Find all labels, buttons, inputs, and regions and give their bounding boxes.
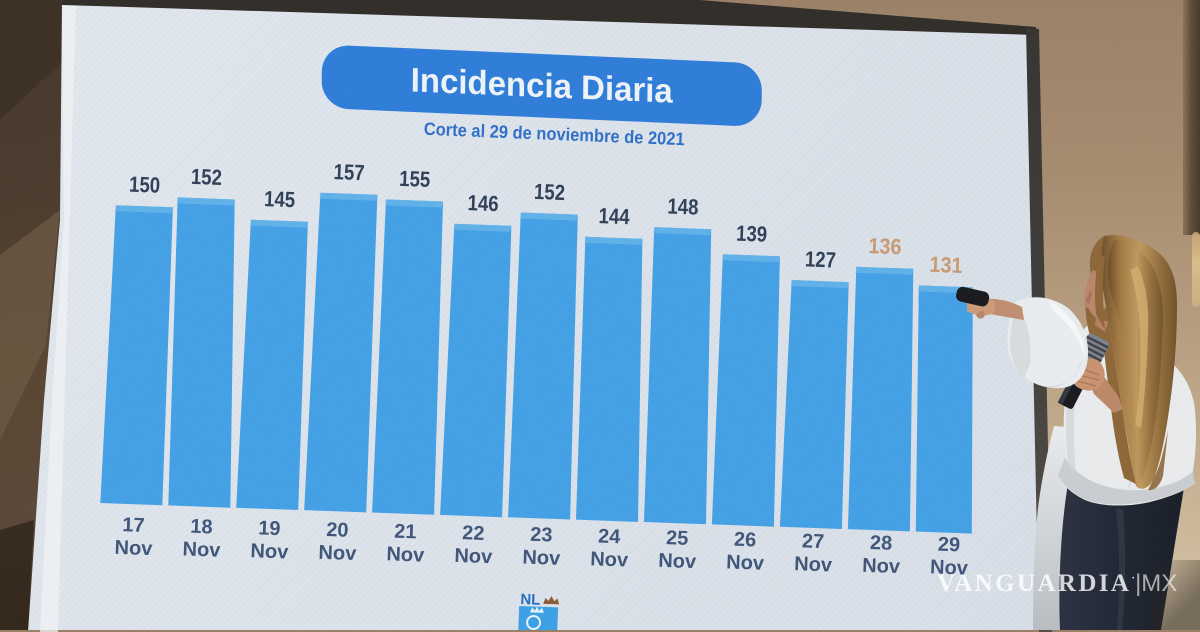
svg-text:23: 23 — [530, 524, 553, 547]
svg-text:Nov: Nov — [794, 553, 833, 576]
svg-text:152: 152 — [191, 164, 223, 190]
svg-text:Nov: Nov — [454, 545, 493, 568]
svg-text:19: 19 — [258, 517, 281, 540]
svg-text:27: 27 — [802, 530, 825, 553]
svg-text:Nov: Nov — [250, 540, 289, 563]
svg-text:18: 18 — [190, 516, 213, 539]
svg-text:Nov: Nov — [386, 543, 425, 566]
svg-text:NL: NL — [520, 591, 541, 609]
svg-text:139: 139 — [736, 221, 768, 247]
svg-text:17: 17 — [122, 514, 145, 537]
svg-text:22: 22 — [462, 522, 485, 545]
svg-text:Nov: Nov — [862, 555, 901, 578]
svg-text:152: 152 — [534, 179, 566, 205]
svg-text:20: 20 — [326, 519, 349, 542]
svg-text:144: 144 — [598, 203, 631, 229]
svg-text:Nov: Nov — [590, 548, 629, 571]
svg-text:Nov: Nov — [114, 537, 153, 560]
svg-text:25: 25 — [666, 527, 689, 550]
svg-text:148: 148 — [667, 194, 699, 220]
svg-text:26: 26 — [734, 529, 757, 552]
svg-text:Corte al 29 de noviembre de 20: Corte al 29 de noviembre de 2021 — [423, 119, 685, 149]
svg-text:28: 28 — [870, 532, 893, 555]
svg-text:157: 157 — [333, 159, 365, 185]
svg-text:Nov: Nov — [522, 547, 561, 570]
svg-text:127: 127 — [805, 246, 837, 272]
svg-text:21: 21 — [394, 521, 417, 544]
svg-text:Nov: Nov — [182, 538, 221, 561]
svg-text:136: 136 — [868, 233, 902, 259]
svg-text:Nov: Nov — [318, 542, 357, 565]
svg-text:145: 145 — [264, 186, 296, 212]
svg-text:155: 155 — [399, 166, 431, 192]
svg-text:Nov: Nov — [726, 551, 765, 574]
svg-text:Nov: Nov — [658, 550, 697, 573]
svg-text:146: 146 — [467, 190, 499, 216]
svg-text:24: 24 — [598, 526, 622, 549]
svg-text:150: 150 — [129, 172, 161, 198]
